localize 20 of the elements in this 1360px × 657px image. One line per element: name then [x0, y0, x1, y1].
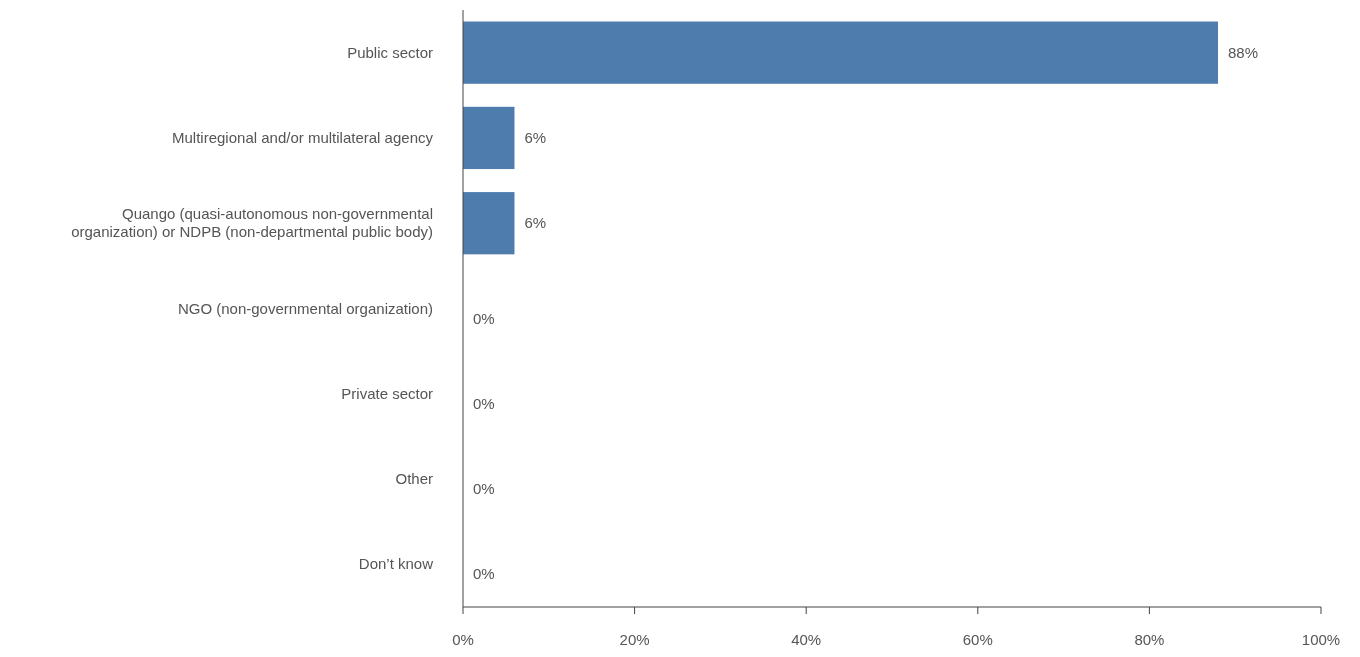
y-tick-label: Quango (quasi-autonomous non-governmental organization) or NDPB (non-departmental public body) — [71, 205, 433, 241]
y-tick-label: Public sector — [347, 43, 433, 61]
x-tick-label: 20% — [619, 631, 650, 648]
y-tick-label: NGO (non-governmental organization) — [177, 299, 433, 317]
x-tick-label: 60% — [962, 631, 993, 648]
x-tick-label: 40% — [791, 631, 822, 648]
x-tick-label: 100% — [1301, 631, 1341, 648]
y-tick-label: Private sector — [341, 384, 433, 402]
data-label: 6% — [524, 128, 547, 146]
x-tick-label: 80% — [1134, 631, 1165, 648]
data-label: 0% — [473, 565, 495, 583]
data-label: 6% — [524, 214, 547, 232]
data-label: 88% — [1228, 43, 1259, 61]
data-label: 0% — [473, 394, 495, 412]
x-tick-label: 0% — [452, 631, 474, 648]
y-tick-label: Don’t know — [358, 555, 434, 573]
data-label: 0% — [473, 309, 495, 327]
y-tick-label: Multiregional and/or multilateral agency — [172, 128, 434, 146]
data-label: 0% — [473, 480, 495, 498]
y-tick-label: Other — [395, 470, 433, 488]
